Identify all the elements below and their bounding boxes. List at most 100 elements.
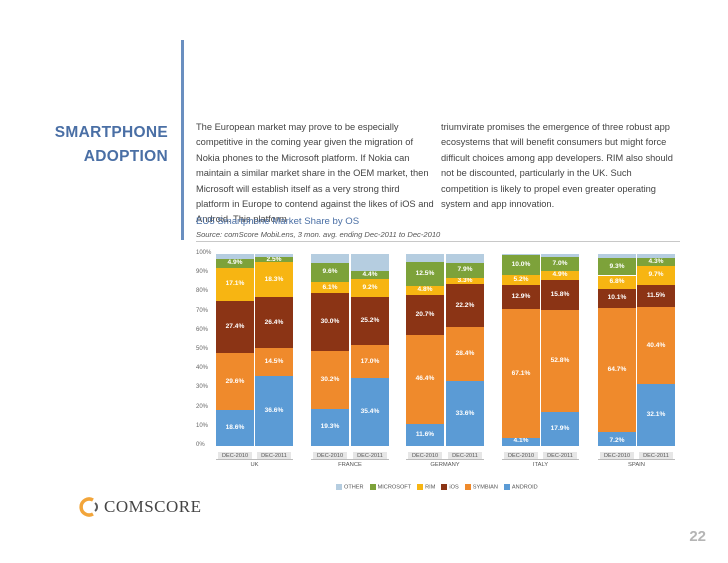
bar-segment-microsoft [598,257,636,276]
bar-segment-rim [502,274,540,285]
bar-segment-android [351,378,389,446]
legend-item-rim: RIM [417,484,435,490]
accent-divider [181,40,184,240]
bar-segment-microsoft [216,258,254,268]
bar-segment-microsoft [255,257,293,263]
bar-segment-ios [598,288,636,308]
country-label: GERMANY [430,462,460,468]
bar-segment-other [637,254,675,258]
bar-segment-symbian [541,310,579,412]
legend-swatch [336,484,342,490]
bar-segment-android [541,411,579,446]
legend-swatch [441,484,448,490]
y-tick-label: 80% [196,288,209,295]
bar-segment-other [255,254,293,258]
data-label-symbian: 17.0% [360,357,380,365]
bar-segment-microsoft [637,257,675,267]
comscore-logo-icon [79,497,98,517]
x-tick-label: DEC-2011 [639,452,673,460]
bar-segment-rim [541,270,579,280]
data-label-android: 33.6% [455,409,475,417]
x-tick-label: DEC-2010 [313,452,347,460]
data-label-microsoft: 7.0% [552,259,568,267]
data-label-symbian: 29.6% [225,377,245,385]
bar-segment-rim [216,268,254,301]
data-label-rim: 6.1% [322,283,338,291]
x-tick-label: DEC-2011 [353,452,387,460]
y-tick-label: 20% [196,403,209,410]
bar-segment-ios [216,300,254,354]
legend-label: MICROSOFT [377,484,412,491]
x-tick-label: DEC-2011 [543,452,577,460]
data-label-android: 11.6% [415,430,435,438]
x-tick-label: DEC-2011 [448,452,482,460]
chart-title: EU5 Smartphone Market Share by OS [196,216,360,227]
bar-segment-other [216,254,254,259]
country-label: SPAIN [628,462,645,468]
bar-segment-rim [598,275,636,289]
data-label-rim: 5.2% [513,275,529,283]
data-label-microsoft: 4.9% [227,259,243,267]
x-tick-label: DEC-2010 [600,452,634,460]
bar-segment-other [502,254,540,256]
bar-segment-android [255,375,293,446]
data-label-symbian: 28.4% [455,350,475,358]
bar-segment-android [502,438,540,446]
chart-source: Source: comScore MobiLens, 3 mon. avg. e… [196,230,441,239]
data-label-symbian: 14.5% [264,357,284,365]
section-title-line2: ADOPTION [83,148,168,165]
bar-segment-microsoft [351,270,389,280]
x-tick-label: DEC-2010 [218,452,252,460]
bar-segment-android [311,408,349,446]
data-label-microsoft: 12.5% [415,269,435,277]
country-bracket [406,459,484,460]
country-label: ITALY [532,462,549,468]
y-tick-label: 30% [196,384,209,391]
data-label-symbian: 30.2% [320,375,340,383]
bar-segment-rim [255,262,293,298]
y-tick-label: 0% [196,442,205,448]
data-label-ios: 20.7% [415,310,435,318]
x-tick-label: DEC-2010 [408,452,442,460]
data-label-rim: 3.3% [457,277,473,285]
data-label-rim: 4.9% [552,271,568,279]
bar-segment-symbian [255,347,293,376]
data-label-rim: 18.3% [264,275,284,283]
data-label-ios: 11.5% [646,291,666,299]
bar-segment-ios [255,297,293,348]
bar-segment-microsoft [541,257,579,271]
legend-label: ANDROID [511,484,538,491]
data-label-symbian: 64.7% [607,366,627,374]
legend-label: iOS [449,484,459,491]
comscore-logo: COMSCORE [78,496,202,518]
bar-segment-symbian [637,306,675,385]
x-tick-label: DEC-2010 [504,452,538,460]
y-tick-label: 50% [196,346,209,352]
chart-top-rule [196,241,680,242]
bar-segment-rim [351,279,389,297]
legend-item-symbian: SYMBIAN [464,484,498,490]
country-bracket [216,459,293,460]
y-tick-label: 40% [196,365,209,372]
bar-segment-other [598,254,636,258]
legend-item-microsoft: MICROSOFT [369,484,412,491]
bar-segment-ios [311,293,349,351]
bar-segment-other [406,254,444,262]
country-label: UK [250,462,259,468]
data-label-android: 18.6% [225,424,245,432]
bar-segment-ios [637,284,675,307]
data-label-ios: 27.4% [225,323,245,331]
bar-segment-microsoft [502,255,540,275]
bar-segment-android [406,423,444,446]
data-label-symbian: 46.4% [415,375,435,383]
legend-label: RIM [425,484,436,491]
bar-segment-android [446,381,484,446]
data-label-symbian: 67.1% [511,369,531,377]
data-label-microsoft: 2.5% [266,255,282,263]
data-label-symbian: 40.4% [646,341,666,349]
data-label-rim: 17.1% [225,280,245,288]
data-label-android: 32.1% [646,411,666,419]
data-label-rim: 6.8% [609,278,625,286]
legend-item-ios: iOS [441,484,459,491]
data-label-rim: 9.2% [362,284,378,292]
